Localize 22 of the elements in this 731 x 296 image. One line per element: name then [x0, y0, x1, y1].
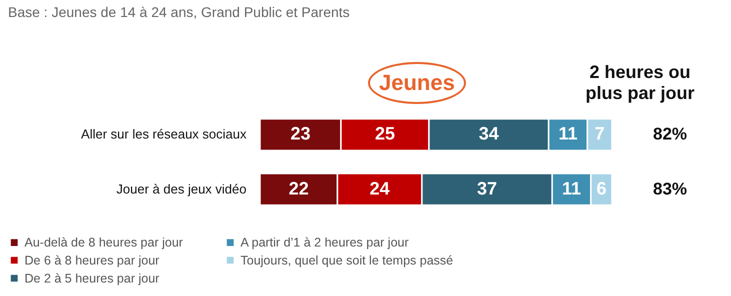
text: 82%	[652, 124, 688, 144]
data-label: 24	[370, 178, 390, 198]
data-label: 37	[477, 178, 498, 198]
data-label: 11	[562, 178, 582, 198]
text: 2 heures ou plus par jour	[584, 62, 696, 104]
chart-title: Jeunes	[368, 62, 466, 104]
data-label: 11	[558, 124, 578, 144]
data-label: 22	[288, 178, 309, 198]
data-label: 6	[596, 178, 606, 198]
legend-label: De 2 à 5 heures par jour	[24, 271, 160, 286]
data-label: 25	[374, 124, 395, 144]
y-tick-label: Jouer à des jeux vidéo	[116, 181, 246, 196]
data-label: 34	[478, 124, 499, 144]
data-label: 23	[290, 124, 310, 144]
data-label: 7	[594, 124, 605, 144]
legend-label: Toujours, quel que soit le temps passé	[240, 253, 454, 268]
legend-label: De 6 à 8 heures par jour	[24, 253, 160, 268]
legend-label: Au-delà de 8 heures par jour	[24, 236, 183, 250]
legend-label: A partir d’1 à 2 heures par jour	[240, 236, 409, 250]
text: 83%	[652, 179, 688, 198]
chart-subtitle: Base : Jeunes de 14 à 24 ans, Grand Public et Parents	[8, 4, 350, 20]
y-tick-label: Aller sur les réseaux sociaux	[81, 126, 247, 142]
